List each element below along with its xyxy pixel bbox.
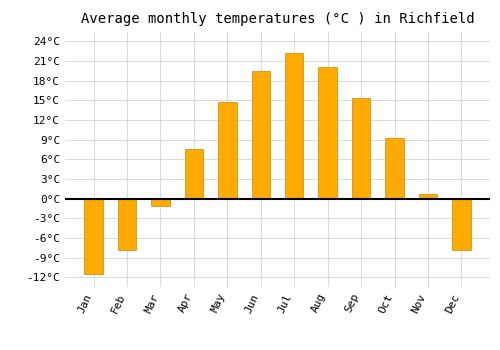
Bar	[419, 194, 437, 198]
Bar	[184, 149, 203, 198]
Bar	[151, 198, 170, 206]
Bar	[386, 138, 404, 198]
Title: Average monthly temperatures (°C ) in Richfield: Average monthly temperatures (°C ) in Ri…	[80, 12, 474, 26]
Bar	[318, 67, 337, 198]
Bar	[352, 98, 370, 198]
Bar	[252, 71, 270, 198]
Bar	[218, 102, 236, 198]
Bar	[118, 198, 136, 250]
Bar	[285, 53, 304, 198]
Bar	[452, 198, 470, 250]
Bar	[84, 198, 102, 274]
